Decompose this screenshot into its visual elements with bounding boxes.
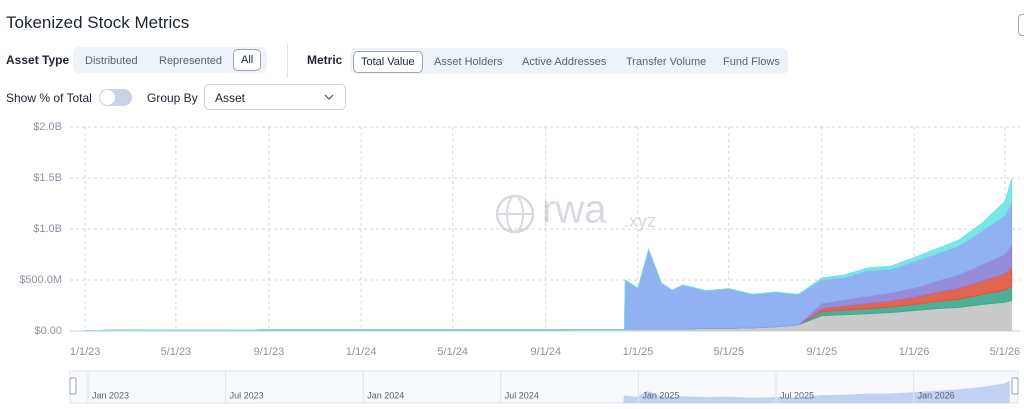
y-tick-label: $0.00 (34, 325, 62, 337)
x-tick-label: 9/1/23 (254, 346, 285, 358)
navigator-label: Jan 2024 (367, 390, 404, 400)
area (85, 202, 1013, 331)
navigator-handle (69, 377, 77, 395)
x-tick-label: 9/1/24 (530, 346, 561, 358)
area (85, 178, 1013, 331)
navigator-label: Jan 2026 (918, 390, 955, 400)
x-tick-label: 1/1/24 (346, 346, 377, 358)
metric-option[interactable]: Active Addresses (522, 56, 607, 68)
metric-option[interactable]: Total Value (353, 51, 423, 73)
show-percent-label: Show % of Total (6, 91, 92, 105)
navigator-label: Jul 2023 (230, 390, 264, 400)
x-tick-label: 5/1/26 (990, 346, 1021, 358)
navigator-handle (1011, 377, 1019, 395)
area (85, 244, 1013, 331)
asset-type-label: Asset Type (6, 53, 70, 67)
group-by-dropdown[interactable]: Asset (204, 84, 346, 110)
x-tick-label: 5/1/24 (437, 346, 468, 358)
navigator-label: Jan 2025 (642, 390, 679, 400)
metric-group (350, 48, 788, 74)
y-tick-label: $2.0B (33, 121, 62, 133)
navigator-label: Jul 2024 (505, 390, 539, 400)
asset-type-option[interactable]: Distributed (85, 55, 138, 67)
navigator-label: Jul 2025 (780, 390, 814, 400)
area (85, 285, 1013, 331)
group-by-label: Group By (147, 91, 198, 105)
chevron (324, 94, 334, 100)
area (84, 299, 1013, 332)
metric-option[interactable]: Asset Holders (434, 56, 503, 68)
metric-label: Metric (307, 53, 343, 67)
toggle-knob (100, 90, 115, 105)
watermark: rwa .xyz (495, 188, 656, 234)
toggle[interactable] (99, 89, 132, 106)
navigator-area (85, 380, 1010, 403)
asset-type-option[interactable]: All (233, 49, 262, 71)
x-tick-label: 5/1/25 (714, 346, 745, 358)
page-title: Tokenized Stock Metrics (6, 13, 190, 32)
area (85, 266, 1013, 331)
x-tick-label: 9/1/25 (807, 346, 838, 358)
y-tick-label: $500.0M (19, 274, 62, 286)
x-tick-label: 1/1/25 (623, 346, 654, 358)
x-tick-label: 1/1/26 (899, 346, 930, 358)
navigator-label: Jan 2023 (92, 390, 129, 400)
y-tick-label: $1.0B (33, 223, 62, 235)
watermark-suffix: .xyz (624, 211, 656, 231)
dropdown-value: Asset (215, 91, 246, 105)
x-tick-label: 5/1/23 (161, 346, 192, 358)
watermark-text: rwa (542, 188, 607, 232)
x-tick-label: 1/1/23 (70, 346, 101, 358)
metric-option[interactable]: Transfer Volume (626, 56, 707, 68)
separator (287, 44, 288, 78)
navigator[interactable] (69, 370, 1019, 404)
corner-button[interactable] (1018, 14, 1024, 36)
y-tick-label: $1.5B (33, 172, 62, 184)
asset-type-option[interactable]: Represented (159, 55, 222, 67)
metric-option[interactable]: Fund Flows (723, 56, 780, 68)
